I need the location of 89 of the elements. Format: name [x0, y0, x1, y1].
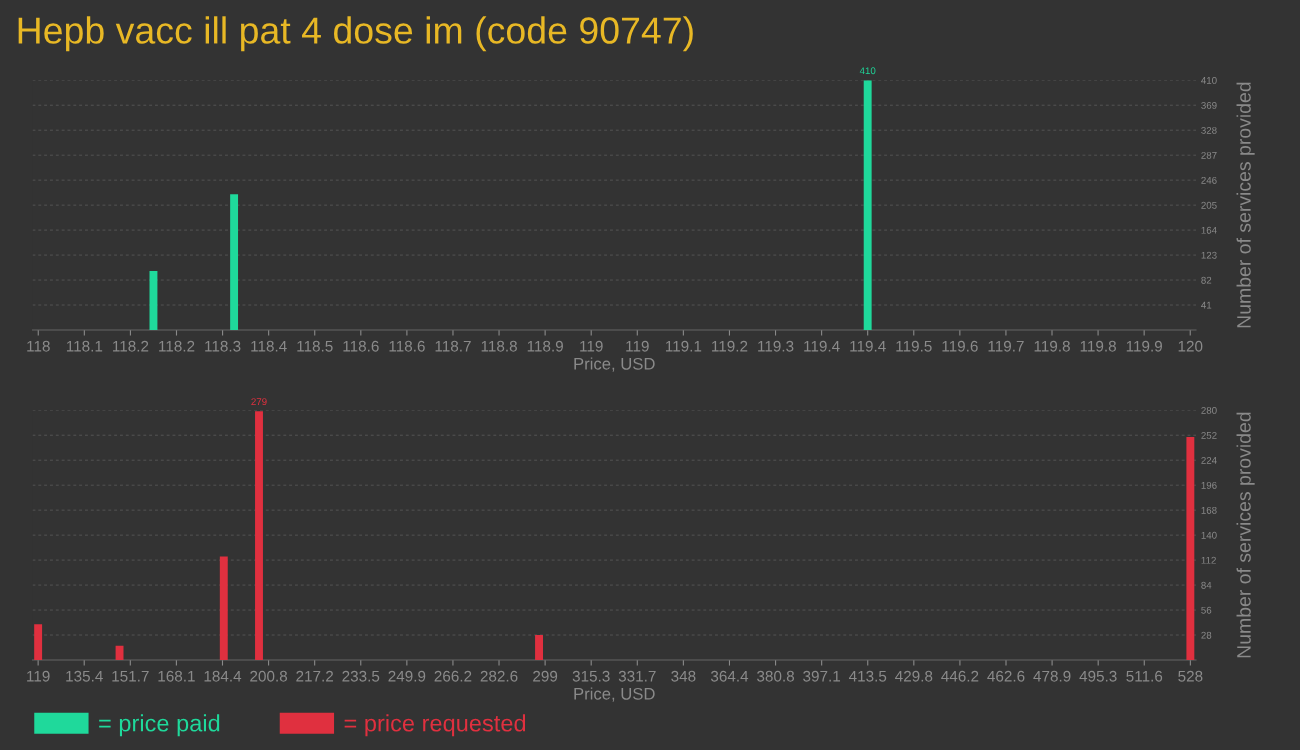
x-tick-label: 118.9 — [527, 340, 563, 352]
x-tick-label: 119.4 — [850, 340, 886, 352]
x-tick-label: 119.8 — [1034, 340, 1070, 352]
x-tick-label: 119.8 — [1080, 340, 1116, 352]
x-tick-label: 282.6 — [480, 670, 518, 682]
data-label: 279 — [251, 398, 267, 406]
y-axis-title: Number of services provided — [1236, 82, 1255, 328]
x-tick-label: 119.5 — [896, 340, 932, 352]
x-tick-label: 119 — [626, 340, 649, 352]
data-label: 410 — [859, 67, 876, 75]
y-tick-label: 140 — [1201, 531, 1217, 539]
x-tick-label: 118 — [27, 340, 50, 352]
x-tick-label: 364.4 — [710, 670, 749, 682]
y-tick-label: 252 — [1201, 431, 1217, 439]
x-tick-label: 299 — [533, 670, 558, 682]
x-tick-label: 118.6 — [389, 340, 425, 352]
bar — [34, 624, 43, 660]
x-tick-label: 119.9 — [1126, 340, 1162, 352]
x-tick-label: 118.3 — [205, 340, 241, 352]
y-tick-label: 82 — [1201, 276, 1212, 284]
y-tick-label: 168 — [1201, 506, 1217, 514]
x-tick-label: 119 — [27, 670, 50, 682]
x-tick-label: 118.2 — [159, 340, 195, 352]
x-tick-label: 119 — [580, 340, 603, 352]
x-tick-label: 120 — [1178, 340, 1203, 352]
x-tick-label: 118.4 — [251, 340, 287, 352]
legend-label: = price paid — [99, 714, 220, 737]
y-tick-label: 123 — [1201, 251, 1217, 259]
x-tick-label: 315.3 — [572, 670, 610, 682]
x-tick-label: 119.2 — [712, 340, 748, 352]
y-tick-label: 410 — [1201, 76, 1217, 84]
x-tick-label: 119.6 — [942, 340, 978, 352]
x-tick-label: 135.4 — [66, 670, 103, 682]
y-tick-label: 164 — [1201, 226, 1217, 234]
x-tick-label: 118.6 — [343, 340, 379, 352]
bar — [255, 411, 263, 660]
y-tick-label: 112 — [1201, 556, 1216, 564]
x-tick-label: 331.7 — [618, 670, 656, 682]
x-tick-label: 217.2 — [296, 670, 334, 682]
x-axis-title: Price, USD — [574, 687, 655, 702]
y-tick-label: 280 — [1201, 406, 1217, 414]
y-tick-label: 84 — [1201, 581, 1212, 589]
x-tick-label: 528 — [1178, 670, 1203, 682]
y-tick-label: 246 — [1201, 176, 1217, 184]
bar — [230, 194, 239, 330]
y-tick-label: 28 — [1201, 631, 1212, 639]
bar — [1186, 437, 1195, 660]
bar — [115, 645, 124, 660]
x-tick-label: 184.4 — [204, 670, 242, 682]
legend-label: = price requested — [344, 714, 526, 737]
x-tick-label: 118.2 — [113, 340, 149, 352]
y-tick-label: 56 — [1201, 606, 1212, 614]
x-tick-label: 397.1 — [803, 670, 841, 682]
bar — [535, 635, 543, 660]
y-tick-label: 196 — [1201, 481, 1217, 489]
x-tick-label: 249.9 — [388, 670, 426, 682]
bar — [863, 80, 872, 330]
y-tick-label: 224 — [1201, 456, 1217, 464]
x-tick-label: 118.7 — [435, 340, 471, 352]
x-tick-label: 168.1 — [158, 670, 195, 682]
x-tick-label: 233.5 — [342, 670, 380, 682]
x-tick-label: 348 — [671, 670, 696, 682]
x-tick-label: 119.4 — [804, 340, 840, 352]
x-tick-label: 118.1 — [66, 340, 103, 352]
y-tick-label: 41 — [1201, 301, 1212, 309]
x-axis-title: Price, USD — [574, 357, 655, 372]
x-tick-label: 495.3 — [1079, 670, 1117, 682]
x-tick-label: 478.9 — [1033, 670, 1071, 682]
chart-title: Hepb vacc ill pat 4 dose im (code 90747) — [18, 16, 693, 52]
x-tick-label: 119.3 — [758, 340, 794, 352]
x-tick-label: 462.6 — [987, 670, 1025, 682]
x-tick-label: 429.8 — [895, 670, 933, 682]
x-tick-label: 413.5 — [848, 670, 887, 682]
x-tick-label: 446.2 — [941, 670, 979, 682]
x-tick-label: 266.2 — [434, 670, 472, 682]
x-tick-label: 380.8 — [757, 670, 795, 682]
y-tick-label: 287 — [1201, 151, 1217, 159]
y-tick-label: 205 — [1201, 201, 1217, 209]
x-tick-label: 119.7 — [988, 340, 1024, 352]
x-tick-label: 118.8 — [481, 340, 517, 352]
x-tick-label: 200.8 — [250, 670, 288, 682]
x-tick-label: 119.1 — [665, 340, 702, 352]
y-tick-label: 328 — [1201, 126, 1217, 134]
y-tick-label: 369 — [1201, 101, 1217, 109]
y-axis-title: Number of services provided — [1236, 412, 1255, 658]
bar — [219, 556, 228, 660]
x-tick-label: 118.5 — [297, 340, 333, 352]
x-tick-label: 151.7 — [112, 670, 149, 682]
x-tick-label: 511.6 — [1126, 670, 1163, 682]
